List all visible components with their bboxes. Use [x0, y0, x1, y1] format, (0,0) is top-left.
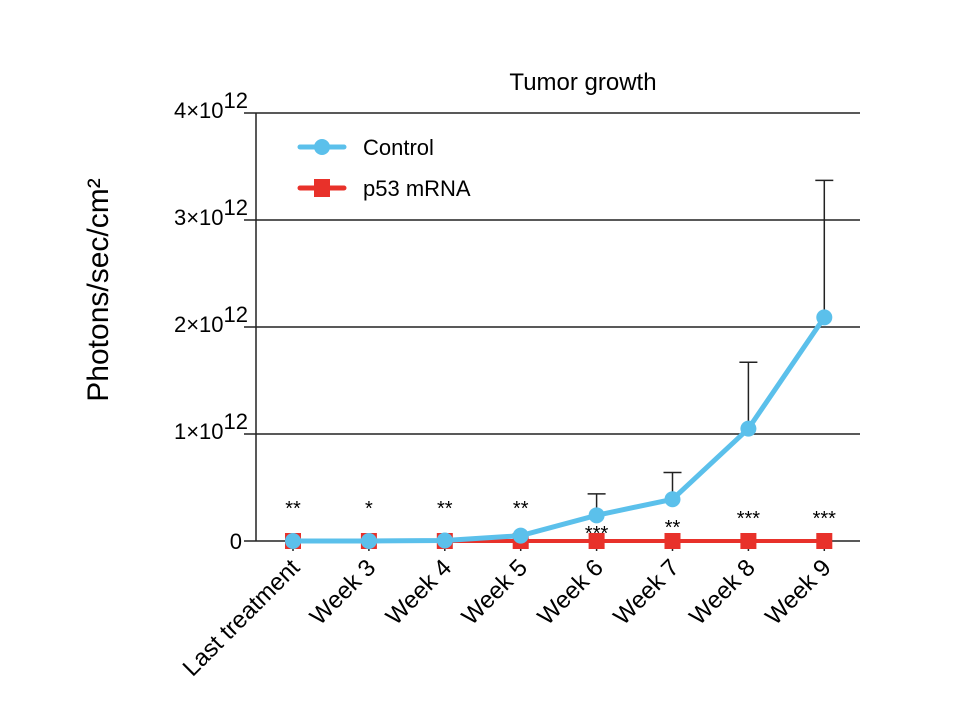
legend-label: p53 mRNA: [363, 176, 471, 201]
x-tick-label: Week 7: [608, 554, 684, 630]
control-point: [816, 309, 833, 326]
y-tick-label: 2×1012: [174, 302, 248, 337]
y-tick-label: 4×1012: [174, 88, 248, 123]
control-point: [588, 507, 605, 524]
significance-label: ***: [585, 523, 609, 545]
p53-point: [816, 533, 833, 549]
significance-label: **: [513, 498, 529, 520]
x-tick-label: Week 3: [305, 554, 381, 630]
p53-point: [588, 533, 605, 549]
x-tick-label: Week 5: [457, 554, 533, 630]
chart-title: Tumor growth: [509, 69, 656, 96]
y-tick-label: 0: [230, 529, 242, 554]
significance-label: ***: [737, 508, 761, 530]
significance-label: **: [285, 498, 301, 520]
x-tick-label: Week 9: [760, 554, 836, 630]
p53-point: [740, 533, 757, 549]
legend-marker-square: [314, 179, 330, 197]
control-point: [512, 527, 529, 544]
x-tick-label: Week 6: [533, 554, 609, 630]
significance-label: **: [437, 498, 453, 520]
legend-marker-circle: [314, 139, 330, 155]
y-axis-label: Photons/sec/cm²: [82, 178, 115, 401]
x-tick-label: Week 4: [381, 554, 457, 630]
control-point: [740, 420, 757, 437]
control-point: [436, 532, 453, 549]
y-tick-label: 1×1012: [174, 409, 248, 444]
y-tick-label: 3×1012: [174, 195, 248, 230]
legend-label: Control: [363, 135, 434, 160]
control-point: [664, 491, 681, 508]
x-tick-label: Week 8: [684, 554, 760, 630]
x-tick-label: Last treatment: [178, 554, 306, 682]
significance-label: *: [365, 498, 373, 520]
significance-label: **: [665, 517, 681, 539]
control-line: [293, 315, 827, 544]
control-point: [360, 533, 377, 549]
control-point: [285, 533, 301, 549]
significance-label: ***: [813, 508, 837, 530]
p53-point: [664, 533, 681, 549]
